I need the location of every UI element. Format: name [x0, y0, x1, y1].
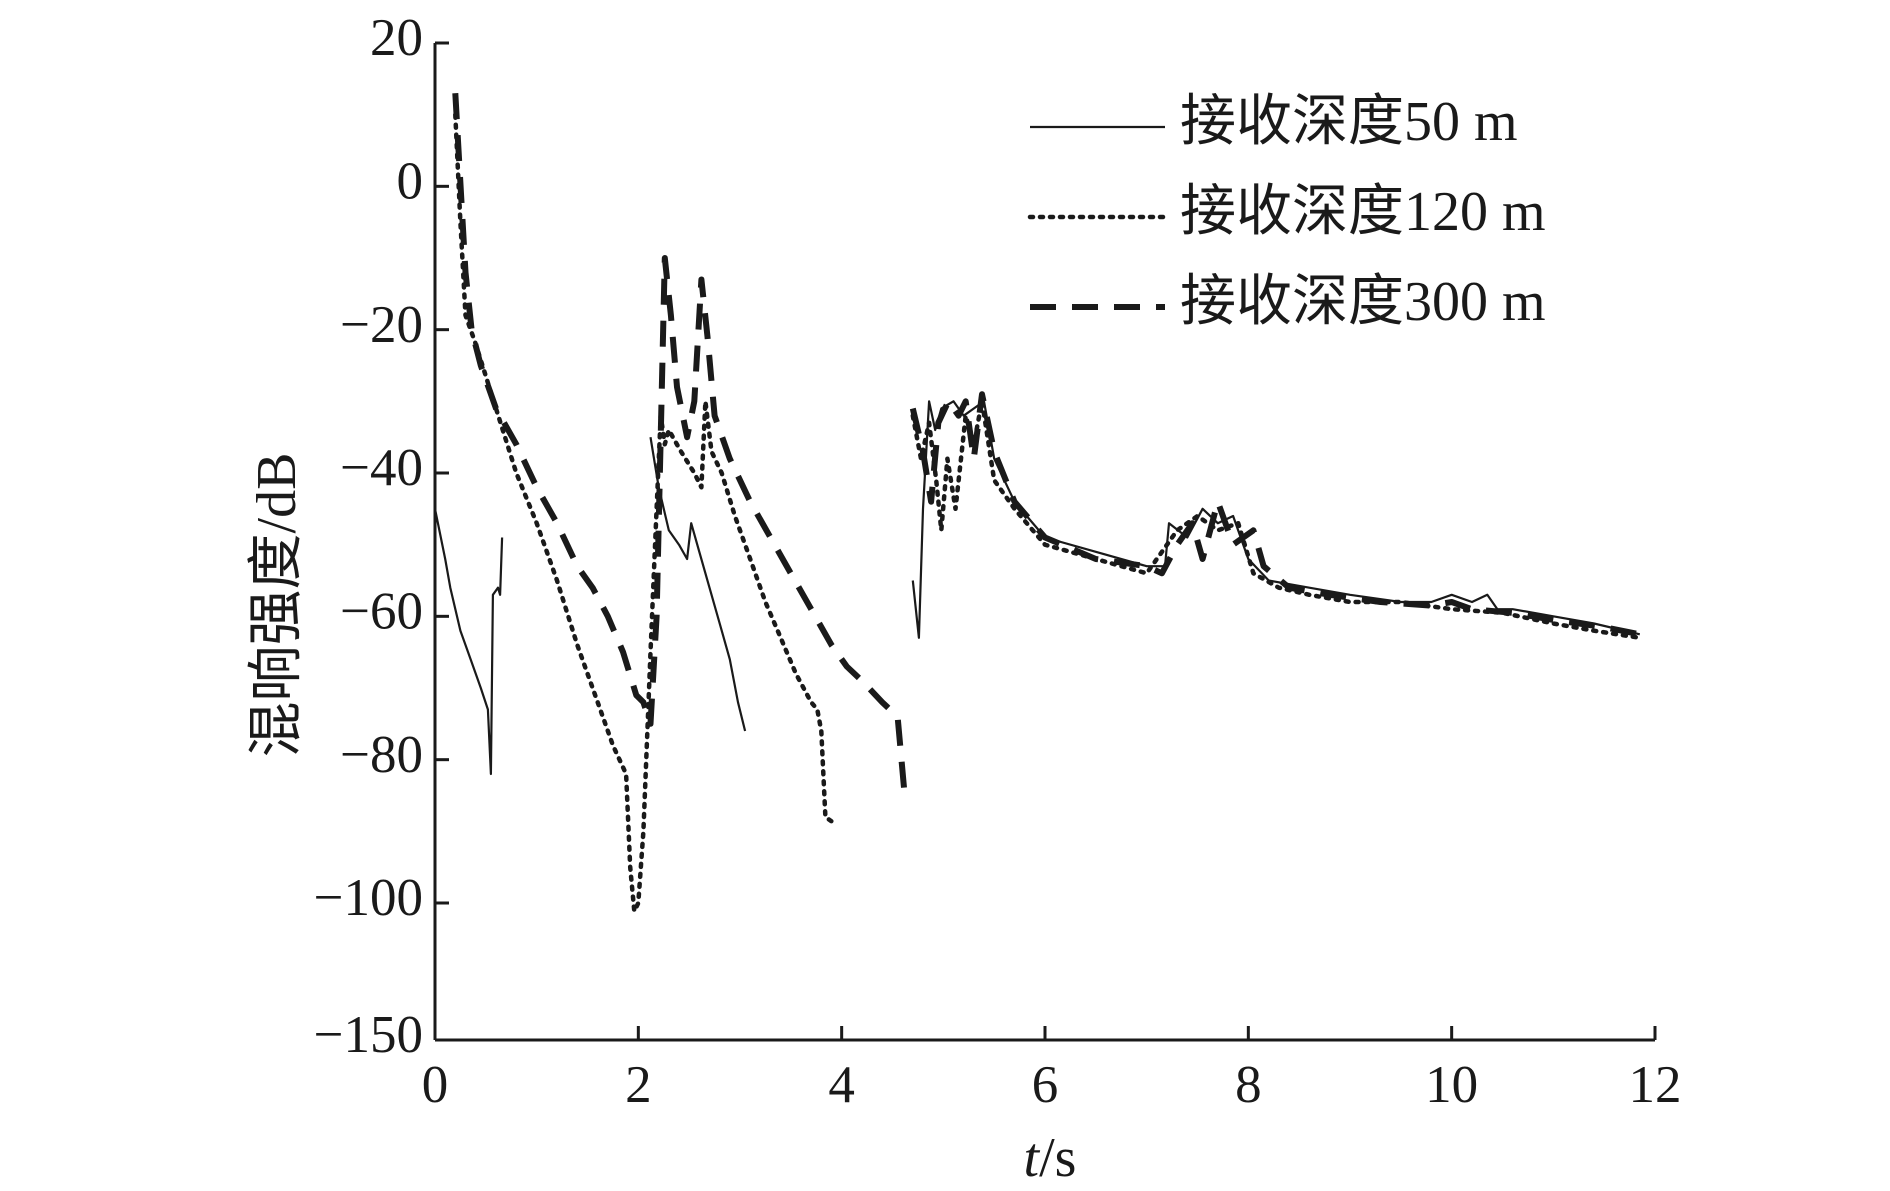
x-tick-label: 12 [1629, 1056, 1682, 1114]
series-3 [452, 93, 1641, 796]
y-tick-label: −60 [340, 582, 423, 640]
x-tick-label: 6 [1032, 1056, 1059, 1114]
series-3-line [452, 93, 908, 796]
series-1-line [911, 400, 1641, 639]
y-tick-label: −40 [340, 439, 423, 497]
y-tick-label: −150 [314, 1006, 423, 1064]
series-1-line [649, 437, 747, 732]
series-1-line [433, 508, 504, 776]
x-axis-title-italic: t [1024, 1127, 1041, 1189]
x-tick-label: 0 [422, 1056, 449, 1114]
legend-label-1: 接收深度50 m [1180, 91, 1518, 153]
legend-label-3: 接收深度300 m [1180, 271, 1546, 333]
series-2-line [910, 399, 1643, 641]
legend-label-2: 接收深度120 m [1180, 181, 1546, 243]
y-axis-title: 混响强度/dB [246, 453, 308, 758]
x-tick-label: 2 [625, 1056, 652, 1114]
y-tick-label: −20 [340, 296, 423, 354]
y-tick-label: 0 [397, 152, 424, 210]
y-tick-label: −80 [340, 726, 423, 784]
y-tick-label: 20 [370, 9, 423, 67]
series-2-line [453, 112, 838, 914]
series-1 [433, 400, 1641, 776]
x-tick-label: 10 [1425, 1056, 1478, 1114]
legend: 接收深度50 m 接收深度120 m 接收深度300 m [1027, 91, 1546, 333]
x-tick-label: 8 [1235, 1056, 1262, 1114]
series-layer [433, 93, 1643, 914]
y-tick-label: −100 [314, 869, 423, 927]
x-axis-title: t/s [1024, 1127, 1077, 1189]
series-3-line [909, 391, 1641, 638]
x-tick-label: 4 [828, 1056, 855, 1114]
x-axis-title-unit: /s [1039, 1127, 1076, 1189]
